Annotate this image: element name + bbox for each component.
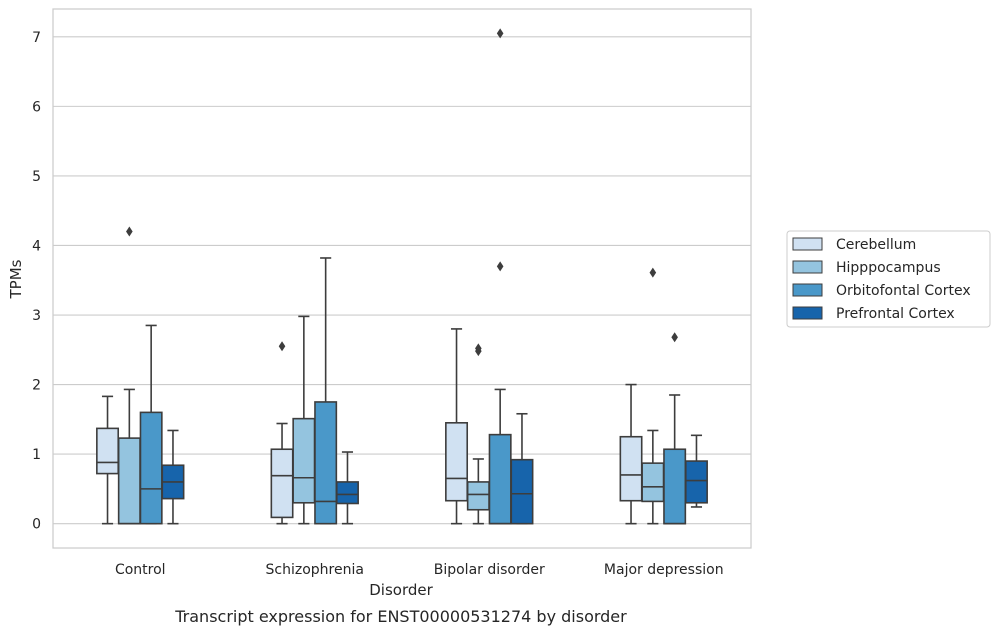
y-tick-label: 3 (32, 308, 41, 324)
y-tick-label: 5 (32, 169, 41, 185)
box-hipppocampus (466, 343, 490, 525)
box-prefrontal-cortex (161, 429, 185, 525)
box-cerebellum (96, 395, 120, 525)
legend-swatch (792, 237, 823, 251)
y-tick-label: 1 (32, 447, 41, 463)
legend-label: Orbitofontal Cortex (836, 283, 971, 299)
box-iqr (139, 411, 163, 525)
legend-label: Cerebellum (836, 237, 916, 253)
box-iqr (270, 448, 294, 519)
box-iqr (335, 481, 359, 505)
outlier-point (496, 261, 504, 272)
box-hipppocampus (641, 267, 665, 525)
outlier-point (475, 343, 482, 354)
box-prefrontal-cortex (510, 412, 534, 525)
box-orbitofontal-cortex (139, 324, 163, 525)
box-cerebellum (270, 341, 294, 525)
legend-swatch (792, 260, 823, 274)
box-iqr (684, 460, 708, 504)
legend-label: Hipppocampus (836, 260, 941, 276)
x-tick-labels: Control Schizophrenia Bipolar disorder Majo… (115, 562, 724, 578)
legend-label: Prefrontal Cortex (836, 306, 955, 322)
box-prefrontal-cortex (335, 451, 359, 525)
outlier-point (496, 28, 504, 39)
outlier-point (671, 332, 678, 343)
outlier-point (649, 267, 657, 278)
outlier-point (126, 226, 133, 237)
box-iqr (117, 437, 141, 525)
legend-swatch (792, 283, 823, 297)
legend-swatch (792, 306, 823, 320)
box-iqr (641, 462, 665, 503)
y-tick-label: 2 (32, 378, 41, 394)
x-tick-label: Schizophrenia (266, 562, 364, 578)
plot-area-frame (52, 8, 752, 549)
box-iqr (619, 435, 643, 502)
y-tick-labels: 0 1 2 3 4 5 6 7 (32, 30, 41, 533)
x-tick-label: Major depression (604, 562, 724, 578)
y-tick-label: 4 (32, 238, 41, 254)
legend: Cerebellum Hipppocampus Orbitofontal Corte… (786, 230, 991, 328)
box-iqr (314, 401, 338, 525)
legend-frame (786, 230, 991, 328)
x-tick-label: Control (115, 562, 166, 578)
box-prefrontal-cortex (684, 434, 708, 508)
chart-caption: Transcript expression for ENST0000053127… (174, 607, 627, 626)
box-iqr (445, 422, 469, 502)
x-tick-label: Bipolar disorder (434, 562, 545, 578)
box-iqr (292, 417, 316, 504)
y-tick-label: 6 (32, 99, 41, 115)
y-tick-label: 7 (32, 30, 41, 46)
y-tick-label: 0 (32, 517, 41, 533)
box-cerebellum (445, 328, 469, 525)
box-orbitofontal-cortex (314, 257, 338, 525)
box-iqr (510, 458, 534, 525)
y-axis-title: TPMs (7, 259, 25, 299)
box-iqr (663, 448, 687, 525)
box-iqr (96, 427, 120, 475)
outlier-point (278, 341, 286, 352)
boxes (96, 28, 708, 525)
box-iqr (488, 433, 512, 525)
box-iqr (466, 481, 490, 511)
x-axis-title: Disorder (369, 581, 433, 599)
